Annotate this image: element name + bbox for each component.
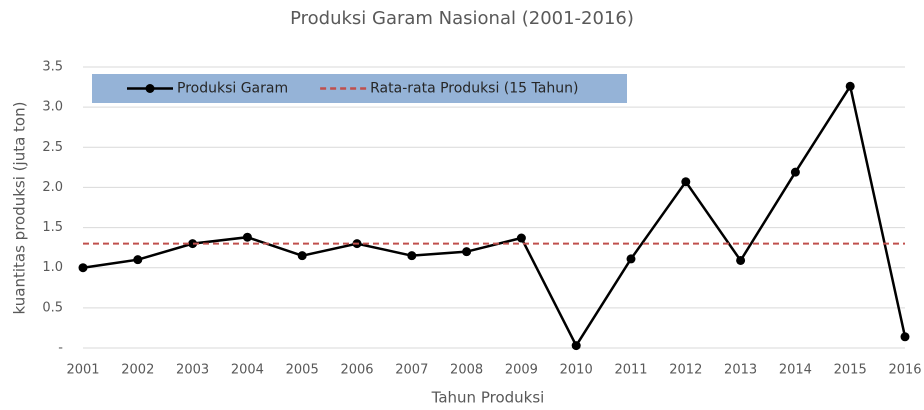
x-tick-label: 2009	[505, 363, 538, 378]
x-axis-title: Tahun Produksi	[431, 389, 545, 407]
x-tick-label: 2014	[779, 363, 812, 378]
point	[900, 332, 910, 342]
y-tick-label: 0.5	[42, 300, 63, 315]
point	[297, 251, 307, 261]
point	[681, 177, 691, 187]
point	[462, 247, 472, 257]
x-tick-label: 2012	[669, 363, 702, 378]
point	[571, 341, 581, 351]
legend-marker	[145, 84, 155, 93]
point	[626, 254, 636, 264]
y-tick-label: 1.5	[42, 220, 63, 235]
point	[736, 255, 746, 265]
x-tick-label: 2015	[834, 363, 867, 378]
y-tick-label: 3.5	[42, 60, 63, 75]
y-tick-label: 1.0	[42, 260, 63, 275]
point	[407, 251, 417, 261]
x-tick-label: 2008	[450, 363, 483, 378]
point	[845, 81, 855, 91]
x-tick-label: 2016	[888, 363, 921, 378]
x-tick-label: 2004	[231, 363, 264, 378]
y-axis-title: kuantitas produksi (juta ton)	[11, 102, 29, 315]
y-tick-label: 3.0	[42, 100, 63, 115]
chart-title: Produksi Garam Nasional (2001-2016)	[290, 8, 634, 29]
x-tick-label: 2005	[286, 363, 319, 378]
x-tick-label: 2001	[66, 363, 99, 378]
x-tick-label: 2006	[340, 363, 373, 378]
x-tick-label: 2007	[395, 363, 428, 378]
point	[242, 232, 252, 242]
x-tick-label: 2013	[724, 363, 757, 378]
x-tick-label: 2011	[614, 363, 647, 378]
x-tick-label: 2002	[121, 363, 154, 378]
y-tick-label: 2.5	[42, 140, 63, 155]
point	[188, 239, 198, 249]
legend-box	[92, 74, 627, 103]
legend-label: Rata-rata Produksi (15 Tahun)	[370, 81, 578, 97]
y-tick-label: 2.0	[42, 180, 63, 195]
point	[78, 263, 88, 273]
y-tick-label: -	[58, 341, 63, 356]
point	[133, 255, 143, 265]
legend-label: Produksi Garam	[177, 81, 288, 97]
point	[516, 233, 526, 243]
x-tick-label: 2010	[560, 363, 593, 378]
x-tick-label: 2003	[176, 363, 209, 378]
point	[790, 167, 800, 177]
line-0	[82, 83, 907, 349]
